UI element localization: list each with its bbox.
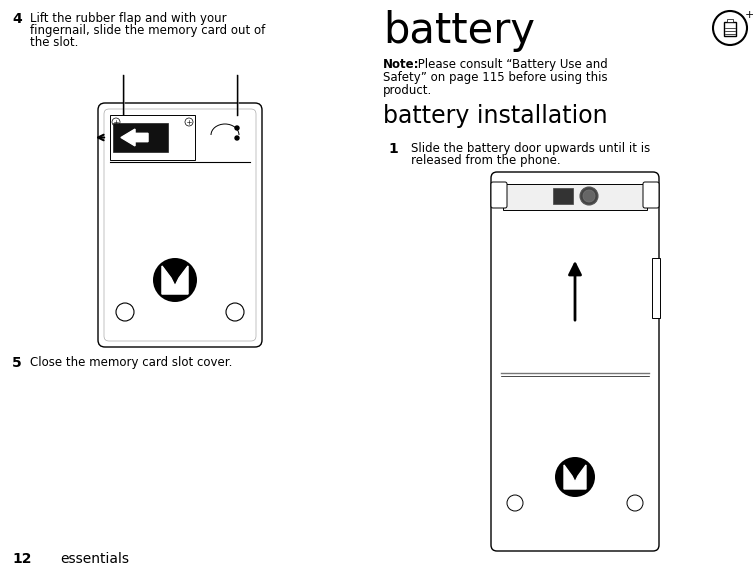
FancyBboxPatch shape: [98, 103, 262, 347]
Text: fingernail, slide the memory card out of: fingernail, slide the memory card out of: [30, 24, 265, 37]
Text: released from the phone.: released from the phone.: [411, 154, 561, 167]
Text: Note:: Note:: [383, 58, 419, 71]
Circle shape: [583, 190, 595, 202]
Text: Slide the battery door upwards until it is: Slide the battery door upwards until it …: [411, 142, 651, 155]
Bar: [553, 188, 573, 204]
Text: essentials: essentials: [60, 552, 129, 565]
Text: 12: 12: [12, 552, 32, 565]
Text: Lift the rubber flap and with your: Lift the rubber flap and with your: [30, 12, 227, 25]
Circle shape: [226, 303, 244, 321]
FancyBboxPatch shape: [104, 109, 256, 341]
FancyBboxPatch shape: [491, 182, 507, 208]
Circle shape: [235, 136, 239, 140]
Polygon shape: [162, 266, 188, 294]
Circle shape: [185, 118, 193, 126]
Circle shape: [507, 495, 523, 511]
Circle shape: [627, 495, 643, 511]
Text: 5: 5: [12, 356, 22, 370]
Text: the slot.: the slot.: [30, 36, 78, 49]
Text: battery: battery: [383, 10, 535, 52]
FancyBboxPatch shape: [491, 172, 659, 551]
Text: +: +: [745, 10, 753, 20]
Bar: [503, 184, 647, 210]
Circle shape: [555, 457, 595, 497]
Text: 4: 4: [12, 12, 22, 26]
Bar: [113, 123, 168, 152]
Circle shape: [153, 258, 197, 302]
Circle shape: [580, 187, 598, 205]
Polygon shape: [121, 129, 148, 146]
Text: 1: 1: [388, 142, 398, 156]
Text: Please consult “Battery Use and: Please consult “Battery Use and: [414, 58, 608, 71]
Polygon shape: [564, 465, 586, 489]
Text: Close the memory card slot cover.: Close the memory card slot cover.: [30, 356, 233, 369]
Circle shape: [116, 303, 134, 321]
Text: Safety” on page 115 before using this: Safety” on page 115 before using this: [383, 71, 608, 84]
Bar: [727, 19, 733, 22]
Circle shape: [235, 126, 239, 130]
FancyBboxPatch shape: [643, 182, 659, 208]
Circle shape: [713, 11, 747, 45]
Text: battery installation: battery installation: [383, 104, 608, 128]
Bar: [110, 115, 195, 160]
Circle shape: [112, 118, 120, 126]
Bar: [724, 22, 736, 36]
Bar: [652, 258, 660, 318]
Text: product.: product.: [383, 84, 432, 97]
